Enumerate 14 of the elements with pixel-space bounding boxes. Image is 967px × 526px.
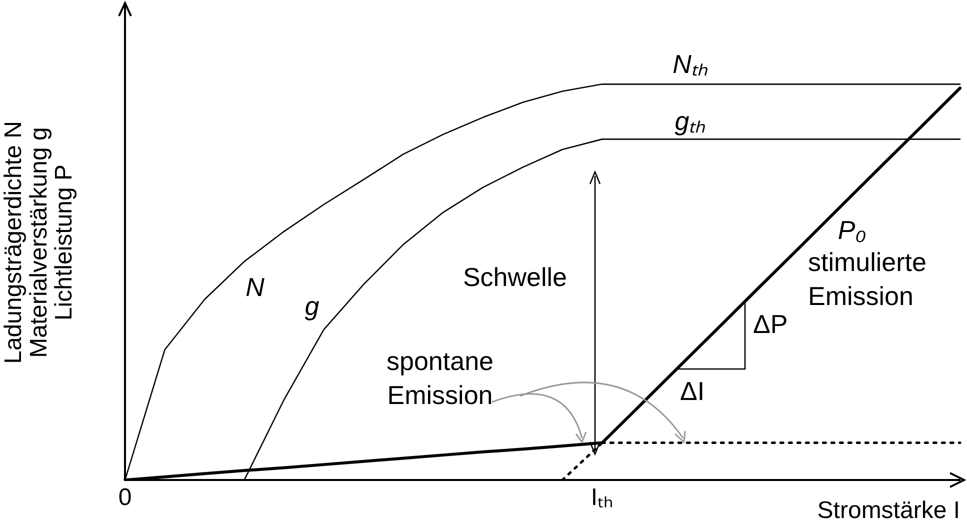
annotation: ΔP [753, 309, 788, 340]
text: Nₜₕ [672, 49, 708, 80]
x-tick-label: 0 [118, 484, 132, 512]
annotation: stimulierte Emission [808, 247, 926, 312]
x-axis-title: Stromstärke I [817, 497, 960, 524]
annotation: ΔI [680, 376, 705, 406]
series-label: P₀ [838, 215, 866, 246]
x-tick-label: Iₜₕ [590, 484, 614, 512]
y-axis-title: Ladungsträgerdichte N Materialverstärkung g Lichtleistung P [0, 121, 78, 364]
annotation: Schwelle [462, 262, 568, 292]
series-label: N [246, 272, 265, 302]
annotation: gₜₕ [674, 106, 706, 136]
annotation: spontane Emission [386, 346, 494, 410]
series-label: g [304, 291, 320, 322]
